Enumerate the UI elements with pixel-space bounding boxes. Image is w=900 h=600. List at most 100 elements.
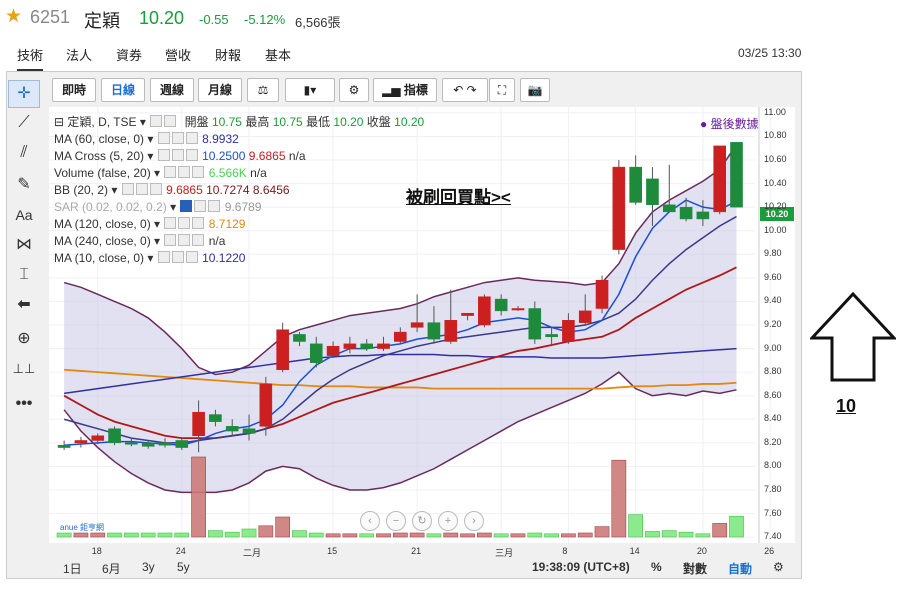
zoom-out-icon[interactable]: − — [386, 511, 406, 531]
period-intraday-button[interactable]: 即時 — [52, 78, 96, 102]
range-1d-button[interactable]: 1日 — [63, 562, 82, 576]
study-option-icon[interactable] — [164, 166, 177, 178]
tab-institutional[interactable]: 法人 — [66, 48, 93, 63]
study-option-icon[interactable] — [171, 132, 184, 144]
price-chart[interactable] — [49, 107, 795, 543]
study-label[interactable]: BB (20, 2) — [54, 183, 109, 197]
remove-study-icon[interactable] — [149, 183, 162, 195]
study-dropdown-icon[interactable]: ▾ — [150, 234, 164, 248]
candle-body — [192, 411, 205, 437]
log-toggle[interactable]: 對數 — [683, 562, 708, 576]
study-option-icon[interactable] — [121, 183, 134, 195]
stock-price: 10.20 — [139, 8, 185, 28]
volume-bar — [376, 533, 391, 538]
text-tool-icon[interactable]: Aa — [15, 207, 33, 223]
study-option-icon[interactable] — [157, 132, 170, 144]
study-option-icon[interactable] — [164, 217, 177, 229]
fullscreen-icon[interactable]: ⛶ — [489, 78, 515, 102]
favorite-star-icon[interactable]: ★ — [5, 6, 23, 27]
after-hours-data-link[interactable]: ● 盤後數據 — [700, 117, 759, 131]
remove-study-icon[interactable] — [185, 149, 198, 161]
reset-icon[interactable]: ↻ — [412, 511, 432, 531]
candle-body — [209, 414, 222, 422]
study-label[interactable]: MA Cross (5, 20) — [54, 149, 145, 163]
undo-redo-icon[interactable]: ↶ ↷ — [442, 78, 488, 102]
remove-study-icon[interactable] — [192, 234, 205, 246]
remove-study-icon[interactable] — [185, 251, 198, 263]
percent-toggle[interactable]: % — [651, 560, 662, 574]
candle-body — [141, 442, 155, 447]
period-daily-button[interactable]: 日線 — [101, 78, 145, 102]
study-label[interactable]: MA (120, close, 0) — [54, 217, 151, 231]
study-value: 10.2500 — [198, 149, 246, 163]
pattern-icon[interactable]: ⋈ — [16, 236, 32, 253]
study-option-icon[interactable] — [164, 234, 177, 246]
compare-scale-icon[interactable]: ⚖ — [247, 78, 279, 102]
study-dropdown-icon[interactable]: ▾ — [166, 200, 180, 214]
period-weekly-button[interactable]: 週線 — [150, 78, 194, 102]
ruler-icon[interactable]: ⊥⊥ — [12, 361, 36, 376]
tab-basic[interactable]: 基本 — [265, 48, 292, 63]
tab-margin[interactable]: 資券 — [116, 48, 143, 63]
legend-study-row: MA (240, close, 0) ▾ n/a — [54, 233, 225, 250]
eye-icon[interactable] — [150, 115, 163, 127]
study-option-icon[interactable] — [180, 200, 193, 212]
range-3y-button[interactable]: 3y — [142, 560, 155, 574]
study-option-icon[interactable] — [171, 149, 184, 161]
study-dropdown-icon[interactable]: ▾ — [144, 132, 157, 146]
zoom-in-icon[interactable]: ⊕ — [17, 330, 31, 347]
volume-bar — [527, 532, 543, 538]
study-option-icon[interactable] — [178, 217, 191, 229]
remove-study-icon[interactable] — [185, 132, 198, 144]
study-label[interactable]: Volume (false, 20) — [54, 166, 151, 180]
gear-small-icon[interactable] — [164, 115, 177, 127]
arrow-left-icon[interactable]: ⬅ — [17, 296, 31, 313]
fib-tool-icon[interactable]: ⫽ — [20, 144, 28, 161]
camera-icon[interactable]: 📷 — [520, 78, 550, 102]
bottom-settings-icon[interactable]: ⚙ — [773, 560, 784, 574]
scroll-left-icon[interactable]: ‹ — [360, 511, 380, 531]
study-label[interactable]: SAR (0.02, 0.02, 0.2) — [54, 200, 167, 214]
zoom-plus-icon[interactable]: + — [438, 511, 458, 531]
settings-gear-icon[interactable]: ⚙ — [339, 78, 369, 102]
brush-icon[interactable]: ✎ — [17, 176, 31, 193]
chart-type-candle-icon[interactable]: ▮▾ — [285, 78, 335, 102]
study-option-icon[interactable] — [178, 234, 191, 246]
study-dropdown-icon[interactable]: ▾ — [150, 217, 164, 231]
measure-icon[interactable]: ⌶ — [19, 266, 29, 283]
period-monthly-button[interactable]: 月線 — [198, 78, 242, 102]
range-6m-button[interactable]: 6月 — [102, 562, 121, 576]
scroll-right-icon[interactable]: › — [464, 511, 484, 531]
x-axis-tick-label: 15 — [327, 546, 338, 556]
symbol-dropdown-icon[interactable]: ▾ — [139, 115, 146, 129]
study-label[interactable]: MA (60, close, 0) — [54, 132, 145, 146]
stock-name: 定穎 — [84, 11, 120, 31]
range-5y-button[interactable]: 5y — [177, 560, 190, 574]
study-label[interactable]: MA (240, close, 0) — [54, 234, 151, 248]
indicators-button[interactable]: ▂▅ 指標 — [373, 78, 437, 102]
tab-technical[interactable]: 技術 — [17, 45, 44, 71]
study-label[interactable]: MA (10, close, 0) — [54, 251, 145, 265]
crosshair-icon[interactable]: ✛ — [8, 80, 40, 108]
study-dropdown-icon[interactable]: ▾ — [150, 166, 164, 180]
remove-study-icon[interactable] — [192, 166, 205, 178]
tab-financials[interactable]: 財報 — [215, 48, 242, 63]
study-option-icon[interactable] — [194, 200, 207, 212]
remove-study-icon[interactable] — [208, 200, 221, 212]
study-option-icon[interactable] — [157, 251, 170, 263]
more-icon[interactable]: ••• — [15, 395, 33, 412]
study-dropdown-icon[interactable]: ▾ — [108, 183, 121, 197]
candle-body — [713, 145, 727, 213]
trend-line-icon[interactable]: ⟋ — [18, 114, 30, 131]
study-option-icon[interactable] — [171, 251, 184, 263]
tab-revenue[interactable]: 營收 — [165, 48, 192, 63]
collapse-legend-icon[interactable]: ⊟ — [54, 115, 65, 129]
study-option-icon[interactable] — [135, 183, 148, 195]
study-dropdown-icon[interactable]: ▾ — [144, 251, 157, 265]
auto-scale-toggle[interactable]: 自動 — [728, 562, 753, 576]
study-option-icon[interactable] — [178, 166, 191, 178]
study-option-icon[interactable] — [157, 149, 170, 161]
remove-study-icon[interactable] — [192, 217, 205, 229]
y-axis-tick-label: 8.40 — [764, 413, 782, 424]
study-dropdown-icon[interactable]: ▾ — [144, 149, 157, 163]
